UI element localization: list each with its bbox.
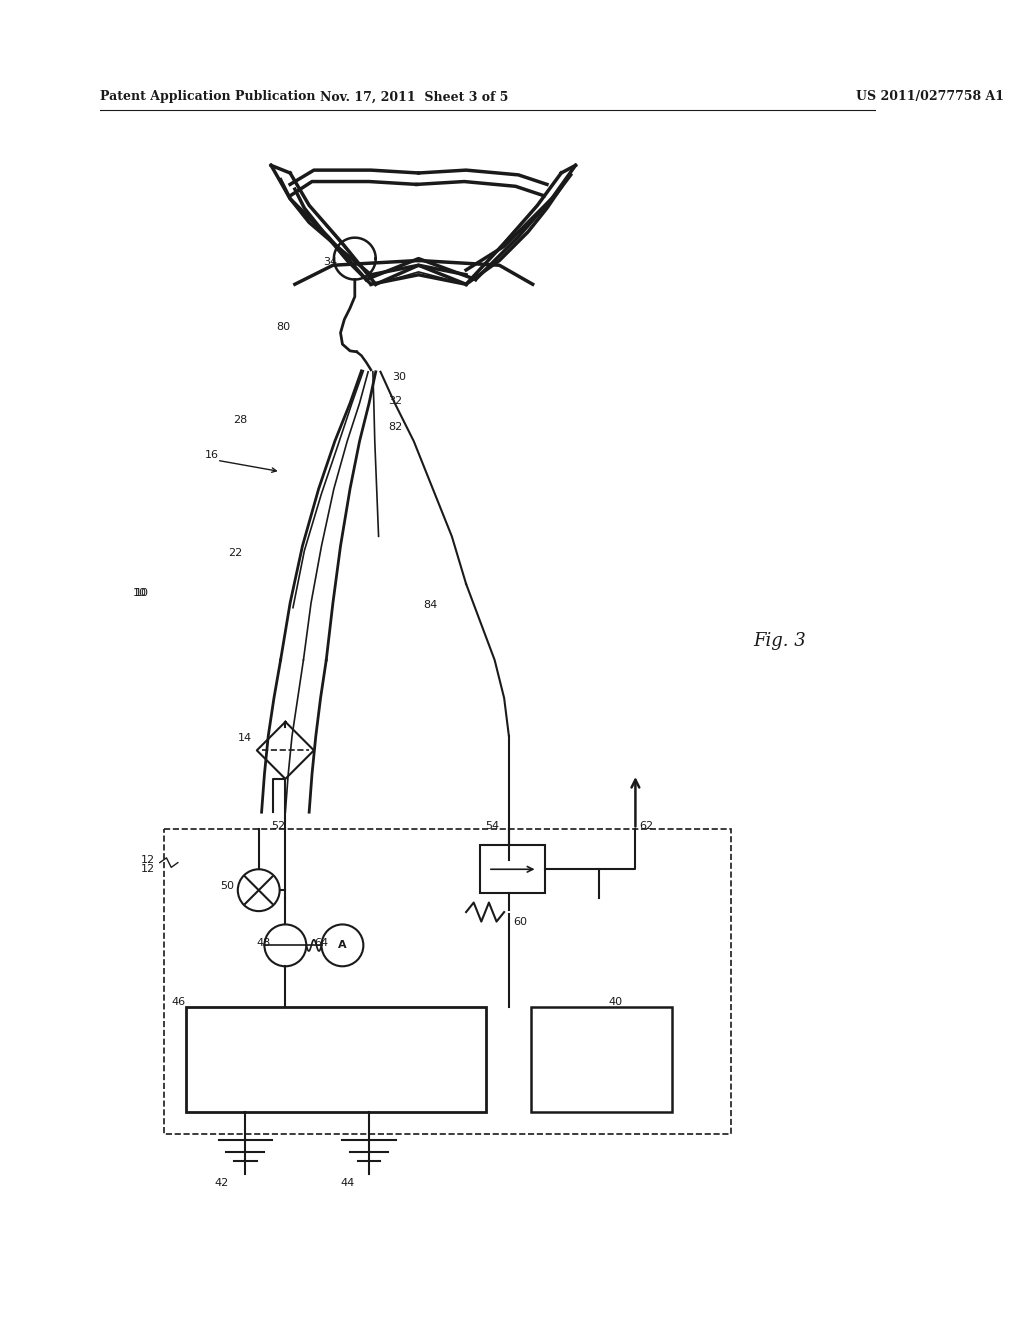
Text: Fig. 3: Fig. 3	[754, 632, 806, 649]
Text: 30: 30	[392, 371, 406, 381]
Text: Patent Application Publication: Patent Application Publication	[100, 90, 315, 103]
Text: 50: 50	[221, 882, 234, 891]
Text: 10: 10	[133, 589, 147, 598]
Text: 80: 80	[275, 322, 290, 333]
Text: 12: 12	[140, 865, 155, 874]
Text: 82: 82	[388, 422, 402, 432]
Bar	[164, 829, 730, 1134]
Text: 48: 48	[257, 937, 271, 948]
Text: 10: 10	[135, 589, 150, 598]
Text: 14: 14	[238, 733, 252, 743]
Text: 54: 54	[485, 821, 500, 832]
Text: 64: 64	[314, 937, 328, 948]
Text: 12: 12	[140, 855, 155, 865]
Bar	[530, 1007, 672, 1111]
Text: 44: 44	[341, 1179, 354, 1188]
Text: 32: 32	[388, 396, 402, 407]
Text: 60: 60	[514, 916, 527, 927]
Text: 40: 40	[609, 998, 623, 1007]
Text: 34: 34	[324, 257, 338, 268]
Bar	[186, 1007, 486, 1111]
Text: 28: 28	[233, 416, 248, 425]
Text: Nov. 17, 2011  Sheet 3 of 5: Nov. 17, 2011 Sheet 3 of 5	[319, 90, 508, 103]
Text: 22: 22	[228, 549, 243, 558]
Text: 16: 16	[205, 450, 218, 461]
Text: US 2011/0277758 A1: US 2011/0277758 A1	[856, 90, 1005, 103]
Text: 84: 84	[423, 599, 437, 610]
Text: 42: 42	[214, 1179, 228, 1188]
Text: 52: 52	[271, 821, 286, 832]
Text: A: A	[338, 940, 347, 950]
Text: 62: 62	[639, 821, 653, 832]
Text: 46: 46	[171, 998, 185, 1007]
Bar	[480, 846, 545, 894]
